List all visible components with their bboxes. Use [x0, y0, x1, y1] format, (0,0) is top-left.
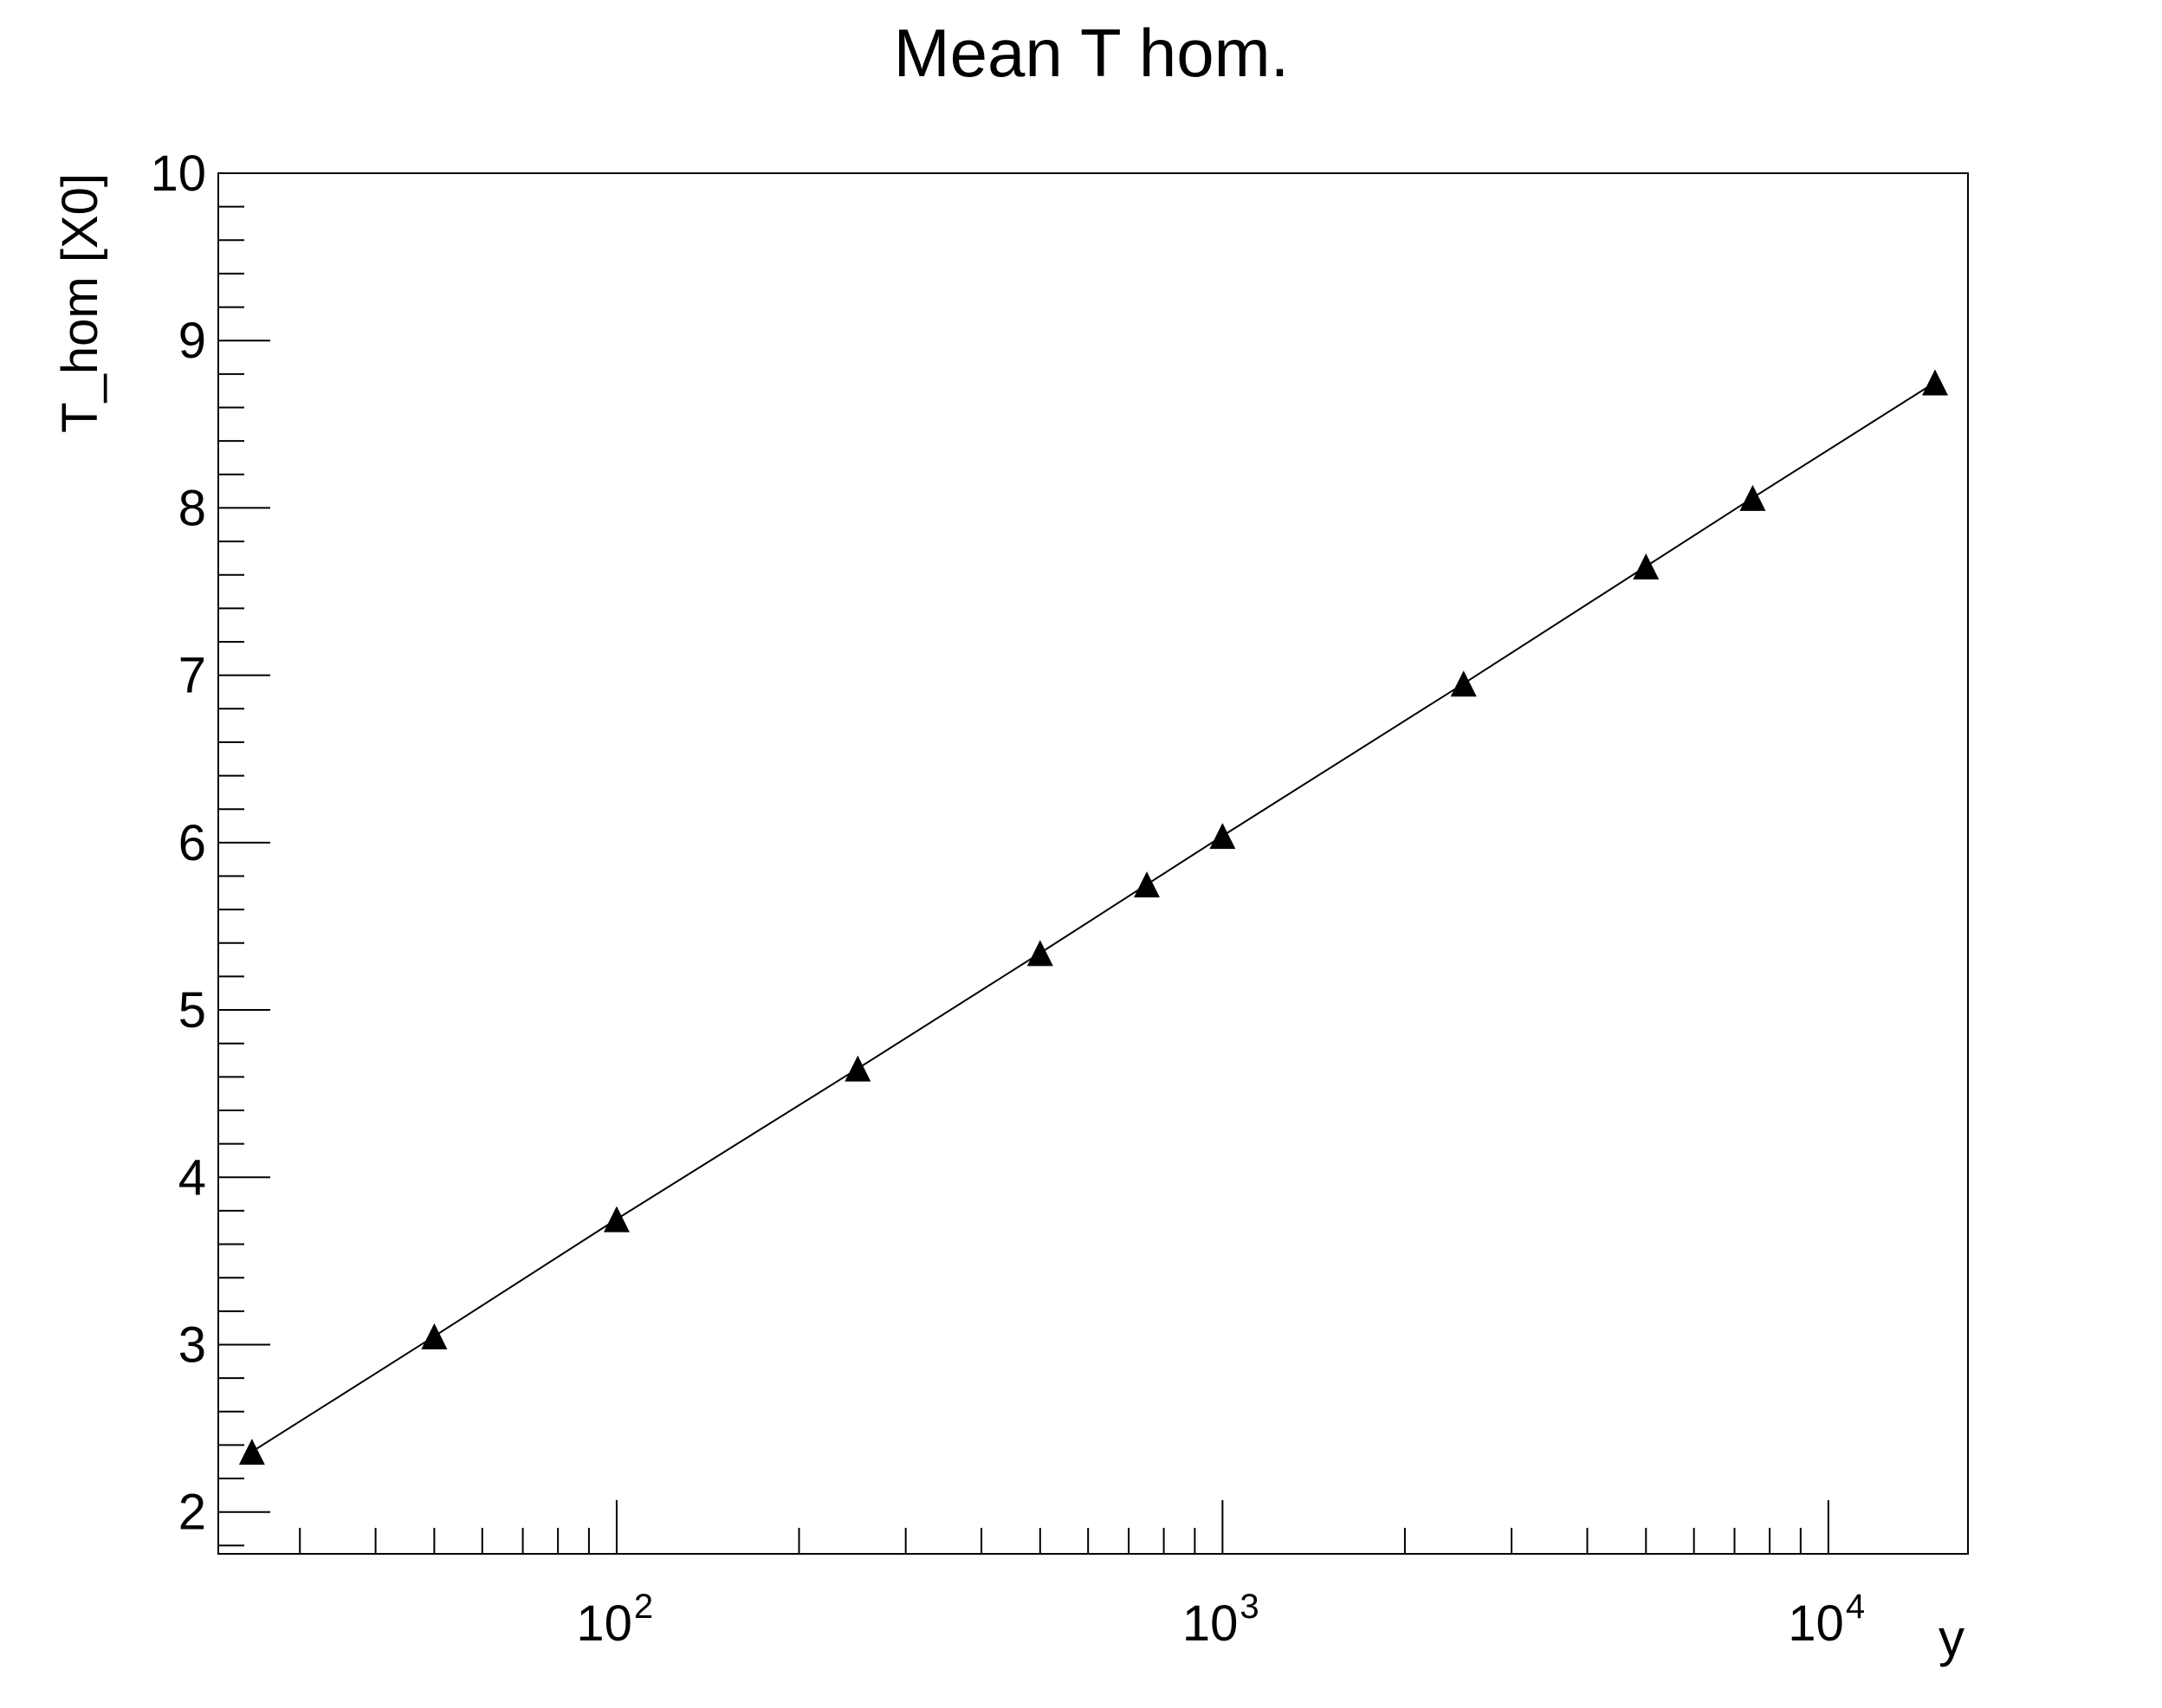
x-tick-label-exponent: 4 — [1846, 1588, 1865, 1626]
y-tick-label: 7 — [178, 648, 206, 704]
data-point-marker — [1450, 670, 1477, 697]
y-tick-label: 9 — [178, 313, 206, 369]
x-tick-label-exponent: 3 — [1240, 1588, 1259, 1626]
x-tick-label-exponent: 2 — [634, 1588, 653, 1626]
y-tick-label: 10 — [150, 146, 206, 202]
data-point-marker — [1133, 871, 1160, 898]
data-point-marker — [238, 1439, 265, 1465]
x-tick-label-base: 10 — [1788, 1595, 1844, 1652]
x-tick-label-base: 10 — [1182, 1595, 1239, 1652]
x-axis-label: y — [1939, 1609, 1965, 1667]
y-tick-label: 5 — [178, 982, 206, 1038]
data-point-marker — [1026, 940, 1053, 967]
x-tick-label-base: 10 — [576, 1595, 632, 1652]
y-tick-label: 3 — [178, 1317, 206, 1373]
x-axis: 10 2 10 3 10 4 — [299, 1500, 1865, 1652]
data-point-marker — [603, 1206, 630, 1232]
y-tick-label: 4 — [178, 1149, 206, 1206]
y-tick-label: 8 — [178, 480, 206, 536]
y-axis-label: T_hom [X0] — [52, 173, 108, 433]
y-tick-label: 6 — [178, 815, 206, 871]
data-point-marker — [1209, 823, 1236, 850]
chart-title: Mean T hom. — [894, 15, 1290, 91]
data-point-marker — [1921, 369, 1948, 396]
data-point-marker — [1739, 484, 1766, 511]
data-series — [238, 369, 1948, 1465]
data-point-marker — [845, 1055, 871, 1082]
y-tick-label: 2 — [178, 1485, 206, 1541]
plot-frame — [217, 172, 1969, 1555]
data-point-marker — [421, 1323, 448, 1349]
y-axis: 2 3 4 5 6 7 8 9 10 — [150, 146, 270, 1547]
data-point-marker — [1633, 553, 1660, 580]
